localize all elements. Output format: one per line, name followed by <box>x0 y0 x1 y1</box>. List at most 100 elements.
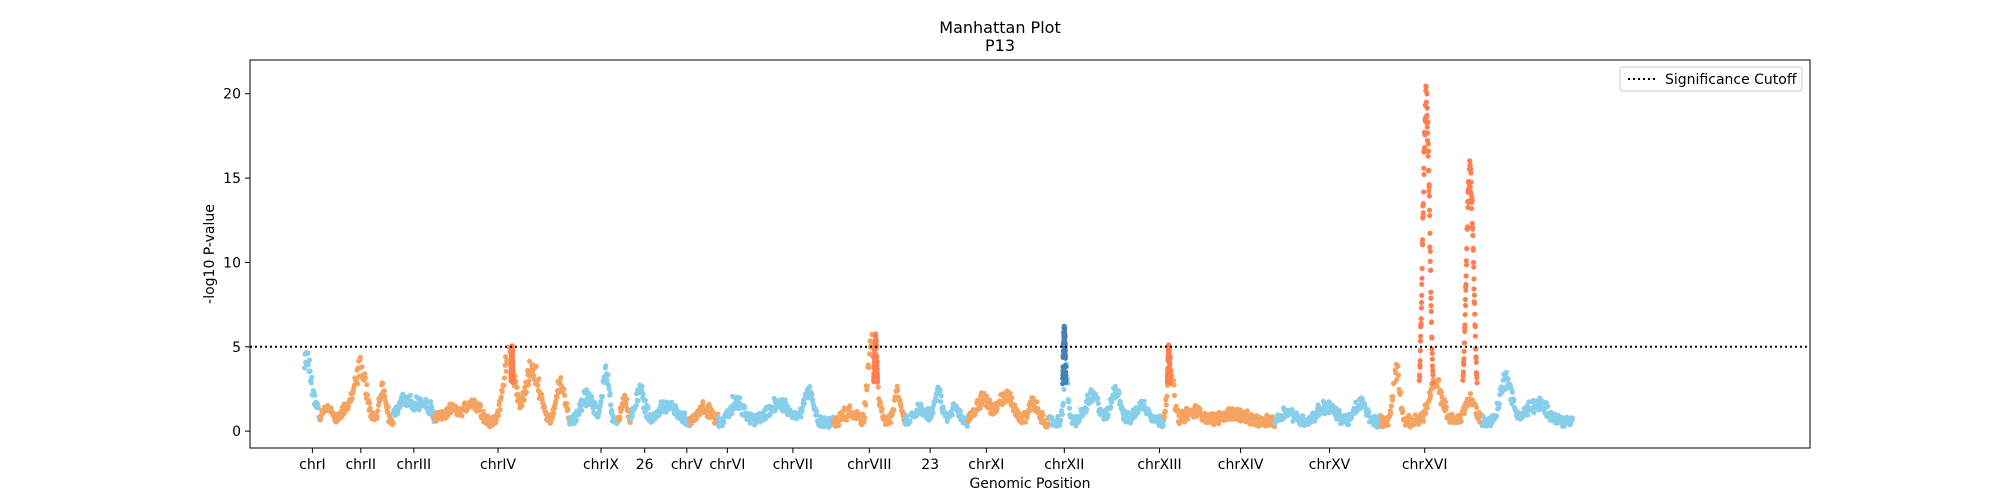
significant-point <box>1461 340 1467 346</box>
data-point <box>1012 402 1018 408</box>
data-point <box>315 404 321 410</box>
significant-point <box>1417 364 1423 370</box>
data-point <box>523 389 530 395</box>
data-point <box>1531 410 1537 416</box>
data-point <box>1434 383 1440 389</box>
data-point <box>539 391 545 397</box>
significant-point <box>1468 170 1474 176</box>
data-point <box>608 402 614 408</box>
data-point <box>535 382 541 388</box>
data-point <box>357 354 363 360</box>
data-point <box>552 405 558 411</box>
data-point <box>1055 413 1061 419</box>
significant-point <box>1427 213 1433 219</box>
data-point <box>807 383 813 390</box>
data-point <box>382 394 388 400</box>
significant-point <box>1460 377 1466 383</box>
data-point <box>1007 390 1013 396</box>
significant-point <box>1468 206 1475 212</box>
data-point <box>485 413 491 419</box>
x-tick-label: chrXIV <box>1218 457 1264 473</box>
data-point <box>937 387 943 393</box>
data-point <box>930 410 936 416</box>
significant-point <box>1166 347 1172 353</box>
data-point <box>1443 404 1449 410</box>
significant-point <box>1470 247 1476 253</box>
data-point <box>624 396 630 402</box>
significant-point <box>1425 119 1431 125</box>
data-point <box>862 415 868 421</box>
significant-point <box>1467 184 1473 190</box>
significant-point <box>1474 375 1480 381</box>
data-point <box>721 419 727 425</box>
data-point <box>503 354 509 360</box>
data-point <box>1059 411 1065 418</box>
significant-point <box>509 348 516 354</box>
data-point <box>355 381 361 387</box>
data-point <box>387 412 393 418</box>
data-point <box>530 372 537 378</box>
data-point <box>801 401 807 407</box>
legend: Significance Cutoff <box>1619 66 1803 92</box>
data-point <box>309 374 315 380</box>
data-point <box>526 378 532 384</box>
data-point <box>1526 399 1532 405</box>
data-point <box>1084 407 1090 413</box>
x-tick-label: chrVIII <box>847 457 891 473</box>
data-point <box>606 386 612 392</box>
data-point <box>522 384 528 391</box>
significant-point <box>1063 373 1069 379</box>
data-point <box>664 399 670 405</box>
data-point <box>1473 405 1480 411</box>
significant-point <box>1464 224 1471 230</box>
x-tick-label: chrXII <box>1044 457 1084 473</box>
data-point <box>1561 423 1567 429</box>
significant-point <box>1468 166 1474 172</box>
data-point <box>1359 396 1365 402</box>
data-point <box>593 403 599 410</box>
data-point <box>1095 400 1101 407</box>
data-point <box>877 400 884 406</box>
data-point <box>416 407 422 413</box>
data-point <box>565 406 571 412</box>
chart-title: Manhattan Plot <box>939 18 1061 37</box>
data-point <box>493 417 499 423</box>
significant-point <box>1418 333 1424 339</box>
significant-point <box>1426 207 1433 213</box>
significant-point <box>1062 355 1068 361</box>
data-point <box>1503 369 1509 375</box>
data-point <box>397 404 403 410</box>
significant-point <box>1428 308 1434 315</box>
data-point <box>957 408 963 414</box>
data-point <box>541 404 548 410</box>
significant-point <box>1461 348 1467 354</box>
data-point <box>622 392 628 398</box>
significant-point <box>1423 99 1429 105</box>
significant-point <box>1428 267 1434 273</box>
data-point <box>533 363 539 369</box>
data-point <box>866 364 872 371</box>
data-point <box>499 389 505 395</box>
data-point <box>498 394 504 400</box>
data-point <box>302 365 308 371</box>
data-point <box>1412 412 1418 418</box>
data-point <box>345 403 351 409</box>
significant-point <box>1471 264 1477 270</box>
plot-frame <box>249 59 1811 449</box>
data-point <box>1569 415 1576 421</box>
significant-point <box>1167 362 1173 368</box>
data-point <box>891 407 897 413</box>
significant-point <box>1463 287 1469 293</box>
data-point <box>669 399 675 405</box>
significant-point <box>1464 246 1470 252</box>
data-point <box>1216 421 1222 427</box>
legend-box <box>1619 66 1803 92</box>
data-point <box>390 420 396 426</box>
significant-point <box>1424 105 1430 111</box>
data-point <box>1312 418 1318 424</box>
data-point <box>501 382 507 388</box>
data-point <box>697 412 703 418</box>
significant-point <box>1429 319 1435 325</box>
data-point <box>1108 404 1114 410</box>
